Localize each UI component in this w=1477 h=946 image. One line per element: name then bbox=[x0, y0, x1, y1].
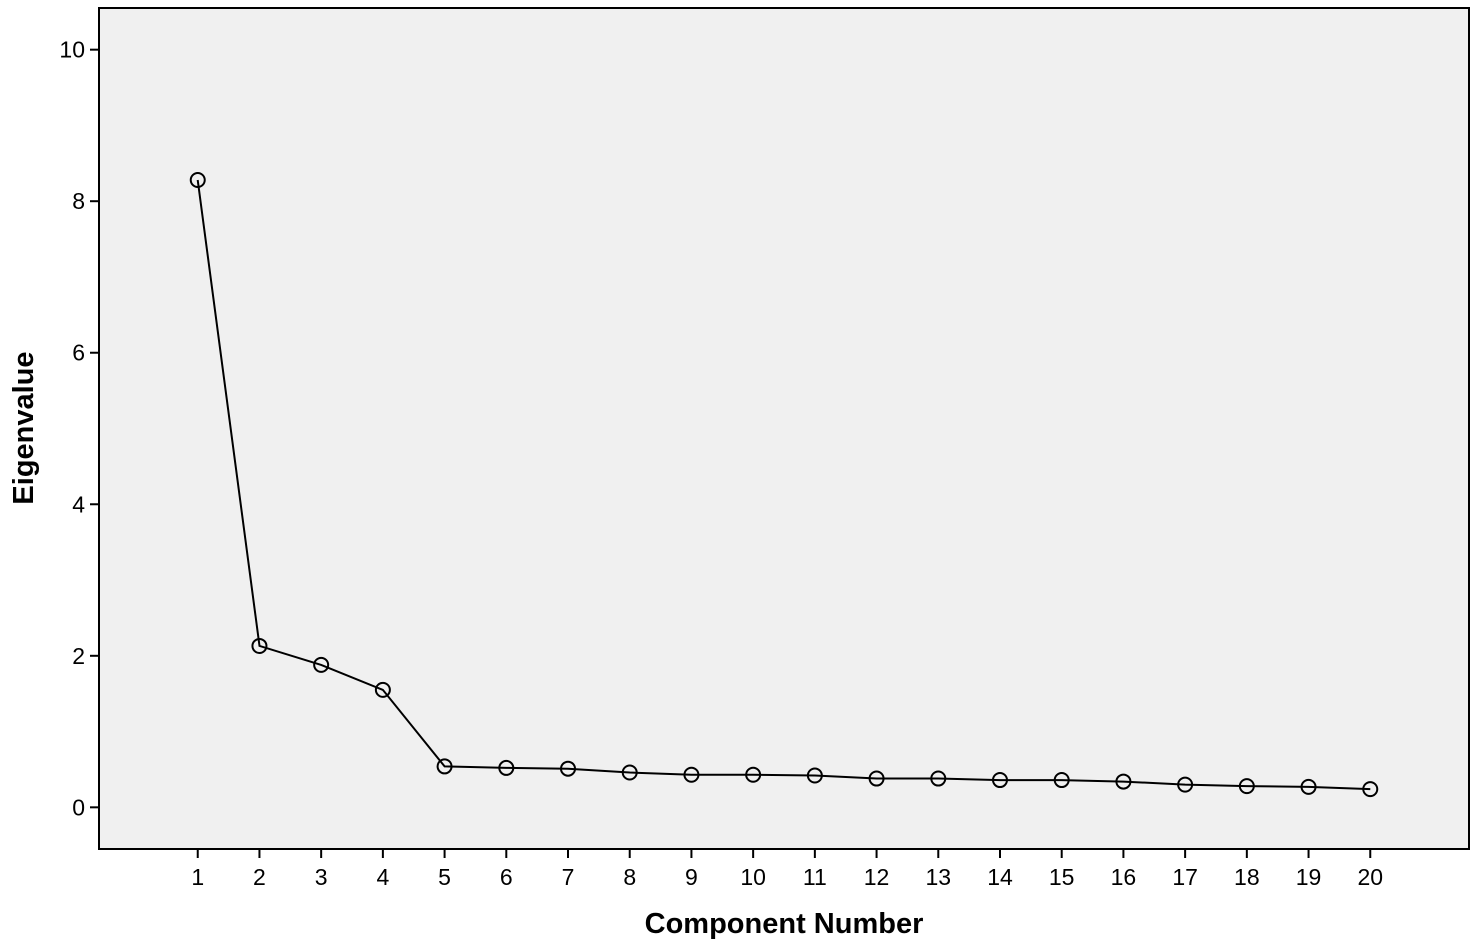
x-tick-label: 8 bbox=[623, 864, 636, 890]
data-point bbox=[1115, 773, 1132, 790]
data-point bbox=[806, 767, 823, 784]
x-tick-label: 12 bbox=[864, 864, 890, 890]
x-tick-label: 19 bbox=[1296, 864, 1322, 890]
data-point bbox=[560, 760, 577, 777]
data-point bbox=[683, 766, 700, 783]
data-point bbox=[189, 171, 206, 188]
plot-area bbox=[98, 7, 1470, 850]
x-tick-label: 18 bbox=[1234, 864, 1260, 890]
x-tick-label: 14 bbox=[987, 864, 1013, 890]
x-tick-label: 3 bbox=[315, 864, 328, 890]
x-tick-label: 6 bbox=[500, 864, 513, 890]
x-tick-label: 10 bbox=[740, 864, 766, 890]
series-line bbox=[196, 179, 1371, 791]
y-tick-label: 10 bbox=[59, 37, 85, 63]
x-tick-label: 16 bbox=[1111, 864, 1137, 890]
x-tick-label: 2 bbox=[253, 864, 266, 890]
data-point bbox=[251, 637, 268, 654]
data-point bbox=[498, 759, 515, 776]
data-point bbox=[436, 758, 453, 775]
x-tick-label: 20 bbox=[1357, 864, 1383, 890]
data-point bbox=[1238, 778, 1255, 795]
data-point bbox=[1362, 781, 1379, 798]
data-point bbox=[1300, 778, 1317, 795]
x-tick-label: 17 bbox=[1172, 864, 1198, 890]
x-tick-label: 11 bbox=[803, 864, 827, 890]
y-tick-label: 4 bbox=[72, 491, 85, 517]
x-tick-label: 15 bbox=[1049, 864, 1075, 890]
data-point bbox=[991, 772, 1008, 789]
data-point bbox=[374, 681, 391, 698]
y-tick-label: 2 bbox=[72, 643, 85, 669]
data-point bbox=[1053, 772, 1070, 789]
data-point bbox=[745, 766, 762, 783]
x-tick-label: 5 bbox=[438, 864, 451, 890]
y-tick-label: 0 bbox=[72, 794, 85, 820]
x-tick-label: 7 bbox=[562, 864, 575, 890]
data-point bbox=[621, 764, 638, 781]
x-tick-label: 9 bbox=[685, 864, 698, 890]
data-point bbox=[868, 770, 885, 787]
data-point bbox=[1177, 776, 1194, 793]
x-tick-label: 13 bbox=[925, 864, 951, 890]
y-tick-label: 8 bbox=[72, 188, 85, 214]
data-markers bbox=[189, 171, 1379, 798]
data-point bbox=[930, 770, 947, 787]
y-axis: 0 2 4 6 8 10 bbox=[59, 37, 99, 820]
x-axis-title: Component Number bbox=[645, 908, 924, 940]
x-axis: 1 2 3 4 5 6 7 8 9 10 11 12 13 14 15 16 17 18 19 20 bbox=[191, 849, 1383, 890]
y-axis-title: Eigenvalue bbox=[8, 351, 40, 504]
data-point bbox=[313, 656, 330, 673]
x-tick-label: 4 bbox=[376, 864, 389, 890]
y-tick-label: 6 bbox=[72, 340, 85, 366]
x-tick-label: 1 bbox=[191, 864, 204, 890]
